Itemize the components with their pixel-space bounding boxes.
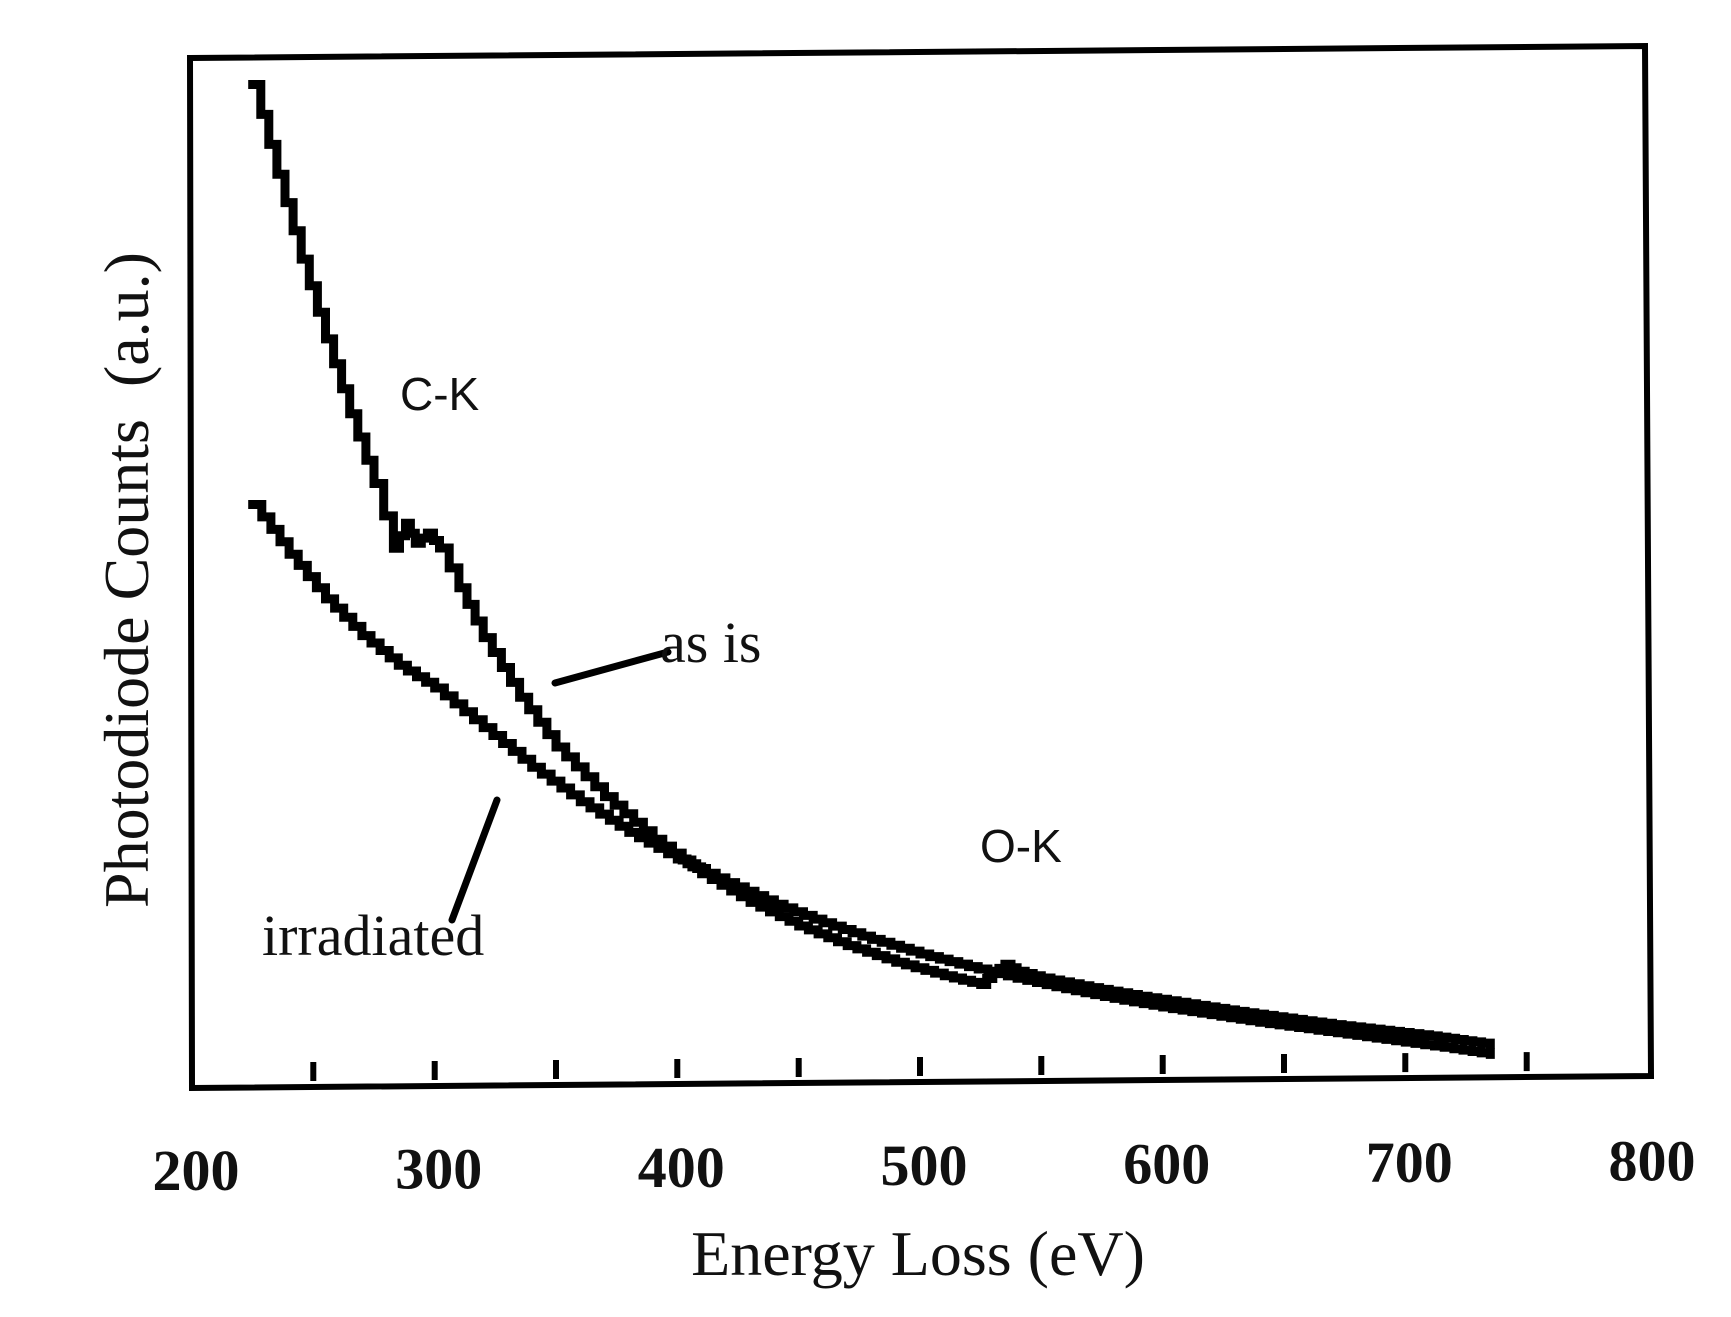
annotation-o-k: O-K xyxy=(980,820,1062,872)
x-tick-label-300: 300 xyxy=(395,1136,482,1201)
irradiated-pointer-line xyxy=(448,796,501,924)
annotation-c-k: C-K xyxy=(400,368,480,420)
x-axis-title: Energy Loss (eV) xyxy=(691,1218,1145,1289)
x-tick-label-600: 600 xyxy=(1123,1132,1210,1197)
series-line-irradiated xyxy=(248,500,1495,1059)
as-is-pointer-line xyxy=(551,648,672,687)
x-tick-label-400: 400 xyxy=(638,1135,725,1200)
x-tick-labels: 200 300 400 500 600 700 800 xyxy=(153,1128,1696,1203)
x-tick-label-800: 800 xyxy=(1609,1128,1696,1193)
x-tick-marks xyxy=(310,1052,1530,1081)
series-layer xyxy=(248,80,1495,1059)
plot-frame xyxy=(186,42,1655,1092)
x-tick-label-700: 700 xyxy=(1366,1130,1453,1195)
series-label-as-is: as is xyxy=(660,610,762,675)
series-line-as-is xyxy=(248,80,1495,1049)
x-tick-label-200: 200 xyxy=(153,1138,240,1203)
series-label-irradiated: irradiated xyxy=(262,903,484,968)
x-tick-label-500: 500 xyxy=(881,1133,968,1198)
y-axis-title: Photodiode Counts (a.u.) xyxy=(91,252,162,908)
